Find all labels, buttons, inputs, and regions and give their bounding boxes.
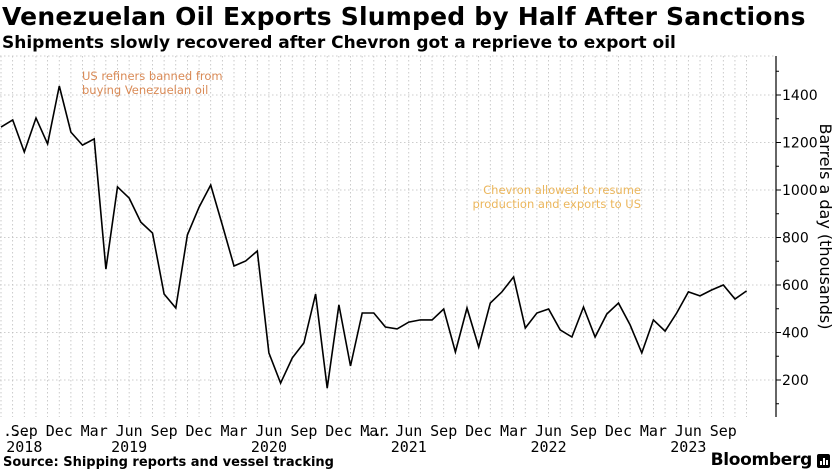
y-tick-label: 400 bbox=[782, 326, 809, 342]
y-tick-label: 200 bbox=[782, 373, 809, 389]
x-year-label: 2018 bbox=[6, 438, 42, 456]
y-tick-label: 600 bbox=[782, 278, 809, 294]
annotation-sanctions: buying Venezuelan oil bbox=[82, 83, 208, 97]
x-tick-label: Jun bbox=[116, 422, 143, 440]
x-tick-label: Dec bbox=[46, 422, 73, 440]
gridlines bbox=[0, 55, 776, 417]
x-tick-label: Jun bbox=[675, 422, 702, 440]
x-tick-label: Mar bbox=[81, 422, 108, 440]
y-tick-label: 1400 bbox=[782, 88, 818, 104]
x-tick-label: ... bbox=[3, 422, 30, 440]
x-tick-label: Dec bbox=[605, 422, 632, 440]
x-tick-label: Mar bbox=[500, 422, 527, 440]
x-tick-label: Mar bbox=[360, 422, 387, 440]
x-year-label: 2020 bbox=[251, 438, 287, 456]
x-tick-label: Sep bbox=[11, 422, 38, 440]
x-tick-label: Jun bbox=[255, 422, 282, 440]
x-tick-label: ... bbox=[364, 422, 391, 440]
x-tick-label: Mar bbox=[640, 422, 667, 440]
x-tick-label: Dec bbox=[325, 422, 352, 440]
y-axis: 200 400 600 800 1000 1200 1400 Barrels a day (t… bbox=[775, 56, 835, 417]
y-axis-label: Barrels a day (thousands) bbox=[816, 123, 835, 329]
x-tick-label: Jun bbox=[395, 422, 422, 440]
chart-title: Venezuelan Oil Exports Slumped by Half A… bbox=[2, 2, 806, 31]
x-tick-label: Sep bbox=[710, 422, 737, 440]
x-year-label: 2019 bbox=[111, 438, 147, 456]
x-tick-label: Sep bbox=[430, 422, 457, 440]
y-tick-label: 1200 bbox=[782, 136, 818, 152]
x-tick-label: Sep bbox=[290, 422, 317, 440]
annotation-chevron: Chevron allowed to resume bbox=[483, 183, 641, 197]
x-year-label: 2022 bbox=[530, 438, 566, 456]
x-tick-label: Sep bbox=[151, 422, 178, 440]
y-tick-label: 1000 bbox=[782, 183, 818, 199]
x-tick-label: Sep bbox=[570, 422, 597, 440]
source-note: Source: Shipping reports and vessel trac… bbox=[3, 455, 334, 470]
annotation-sanctions: US refiners banned from bbox=[82, 69, 223, 83]
x-year-label: 2021 bbox=[391, 438, 427, 456]
chart-subtitle: Shipments slowly recovered after Chevron… bbox=[2, 33, 676, 53]
bloomberg-terminal-icon bbox=[817, 454, 830, 468]
x-year-label: 2023 bbox=[670, 438, 706, 456]
x-tick-label: Jun bbox=[535, 422, 562, 440]
x-tick-label: Dec bbox=[186, 422, 213, 440]
x-tick-label: Dec bbox=[465, 422, 492, 440]
series-layer bbox=[0, 85, 748, 389]
y-tick-label: 800 bbox=[782, 231, 809, 247]
series-line-exports bbox=[0, 85, 748, 389]
annotation-chevron: production and exports to US bbox=[472, 197, 641, 211]
bloomberg-logo: Bloomberg bbox=[710, 450, 813, 470]
x-tick-label: Mar bbox=[220, 422, 247, 440]
